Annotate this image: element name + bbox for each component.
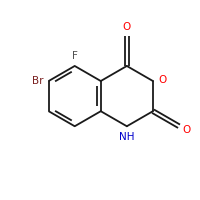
Text: O: O	[158, 75, 167, 85]
Text: F: F	[72, 51, 78, 61]
Text: O: O	[182, 125, 190, 135]
Text: O: O	[123, 22, 131, 32]
Text: NH: NH	[119, 132, 135, 142]
Text: Br: Br	[32, 76, 44, 86]
